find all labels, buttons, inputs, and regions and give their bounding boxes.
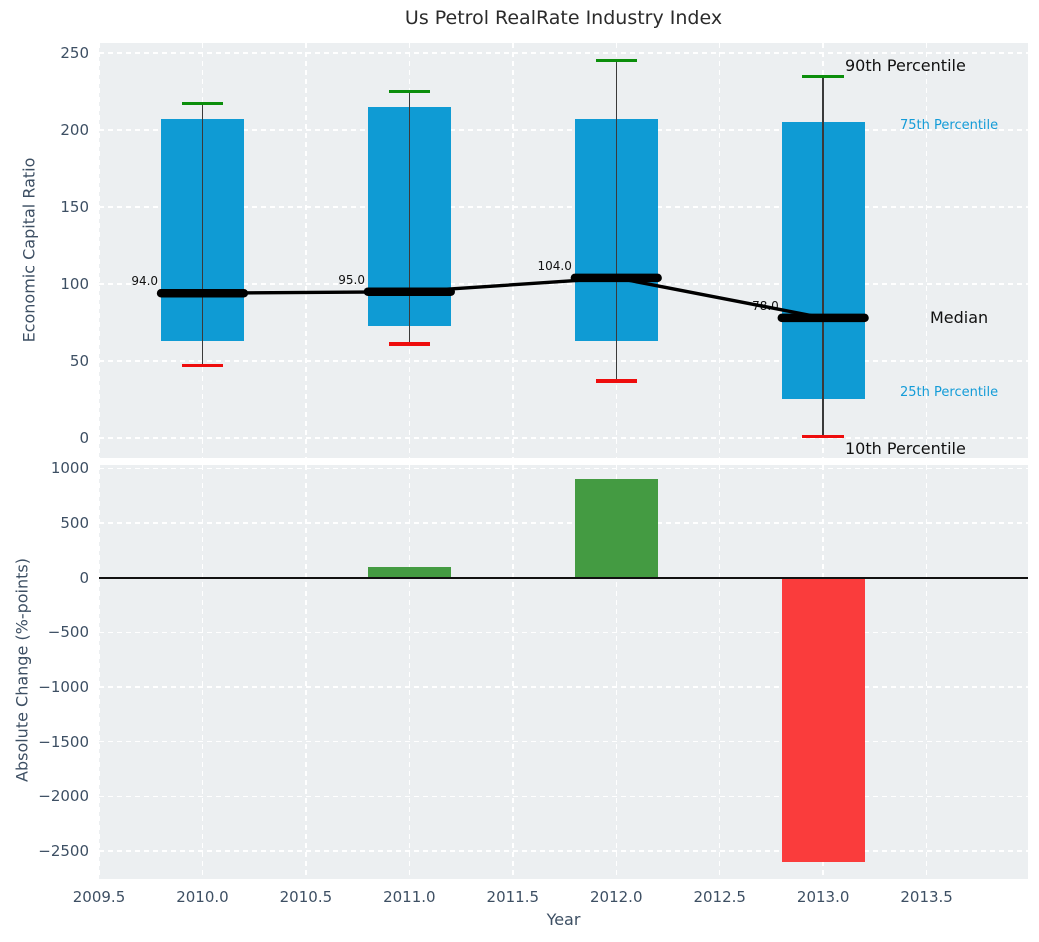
- x-tick-label: 2009.5: [72, 888, 126, 906]
- gridline-vertical: [512, 43, 514, 458]
- chart-title: Us Petrol RealRate Industry Index: [404, 7, 723, 29]
- bottom-plot-area: [98, 465, 1028, 879]
- p90-cap: [388, 89, 431, 94]
- gridline-vertical: [925, 465, 928, 879]
- x-tick-label: 2011.0: [383, 888, 436, 906]
- gridline-horizontal: [99, 360, 1028, 362]
- change-bar: [574, 479, 658, 578]
- gridline-vertical: [98, 43, 100, 458]
- y-tick-label: −2000: [38, 787, 89, 806]
- p90-cap: [595, 59, 637, 63]
- p10-cap: [802, 434, 844, 439]
- whisker-line: [615, 60, 617, 381]
- median-value-label: 94.0: [131, 274, 159, 289]
- y-tick-label: −2500: [38, 842, 89, 860]
- x-tick-label: 2010.0: [176, 888, 229, 906]
- gridline-horizontal: [99, 686, 1028, 688]
- gridline-horizontal: [99, 129, 1028, 131]
- p10-cap: [388, 342, 431, 346]
- zero-line: [99, 576, 1028, 579]
- change-bar: [367, 566, 451, 578]
- y-tick-label: 100: [60, 274, 89, 293]
- gridline-horizontal: [99, 437, 1028, 439]
- p90-cap: [802, 74, 844, 78]
- x-tick-label: 2011.5: [486, 888, 540, 906]
- p90-cap: [181, 102, 224, 106]
- gridline-vertical: [615, 465, 617, 879]
- gridline-vertical: [718, 43, 721, 458]
- y-tick-label: −1500: [38, 732, 89, 751]
- gridline-vertical: [512, 465, 514, 879]
- gridline-horizontal: [99, 467, 1028, 470]
- gridline-vertical: [925, 43, 928, 458]
- gridline-horizontal: [99, 740, 1028, 743]
- annotation-10th-percentile: 10th Percentile: [845, 439, 966, 458]
- x-tick-label: 2013.0: [796, 888, 850, 906]
- change-bar: [781, 577, 865, 862]
- y-tick-label: −1000: [38, 678, 89, 697]
- median-trace: [156, 273, 869, 323]
- gridline-horizontal: [99, 795, 1028, 798]
- y-tick-label: 0: [79, 428, 89, 447]
- whisker-line: [201, 103, 204, 366]
- gridline-vertical: [408, 465, 411, 879]
- annotation-25th-percentile: 25th Percentile: [900, 385, 999, 400]
- y-tick-label: 150: [60, 197, 89, 216]
- x-tick-label: 2010.5: [279, 888, 333, 906]
- median-value-label: 104.0: [537, 258, 572, 273]
- gridline-vertical: [201, 465, 204, 879]
- gridline-horizontal: [99, 52, 1028, 54]
- y-tick-label: 250: [60, 44, 89, 62]
- y-tick-label: 0: [79, 568, 89, 587]
- annotation-75th-percentile: 75th Percentile: [900, 118, 999, 133]
- y-tick-label: 200: [60, 121, 89, 139]
- median-value-label: 95.0: [338, 272, 365, 287]
- gridline-horizontal: [99, 283, 1028, 285]
- gridline-vertical: [718, 465, 721, 879]
- x-tick-label: 2012.0: [590, 888, 643, 906]
- gridline-vertical: [305, 465, 307, 879]
- y-tick-label: 1000: [50, 459, 89, 478]
- annotation-median: Median: [930, 308, 989, 327]
- x-tick-label: 2013.5: [900, 888, 953, 906]
- y-axis-label-top: Economic Capital Ratio: [19, 157, 39, 343]
- gridline-vertical: [305, 43, 307, 458]
- gridline-horizontal: [99, 206, 1028, 208]
- gridline-horizontal: [99, 631, 1028, 634]
- median-connector-line: [202, 276, 824, 320]
- gridline-vertical: [98, 465, 100, 879]
- y-tick-label: 500: [60, 514, 89, 533]
- p10-cap: [595, 379, 637, 383]
- gridline-horizontal: [99, 522, 1028, 524]
- y-tick-label: −500: [47, 623, 89, 642]
- top-plot-area: 94.0 95.0 104.0 78.0: [98, 43, 1028, 458]
- p10-cap: [181, 364, 224, 368]
- gridline-horizontal: [99, 850, 1028, 852]
- whisker-line: [822, 76, 824, 437]
- y-tick-label: 50: [69, 351, 89, 370]
- x-tick-label: 2012.5: [693, 888, 746, 906]
- annotation-90th-percentile: 90th Percentile: [845, 56, 966, 75]
- whisker-line: [408, 91, 411, 345]
- y-axis-label-bottom: Absolute Change (%-points): [12, 558, 32, 782]
- x-axis-label: Year: [546, 910, 581, 929]
